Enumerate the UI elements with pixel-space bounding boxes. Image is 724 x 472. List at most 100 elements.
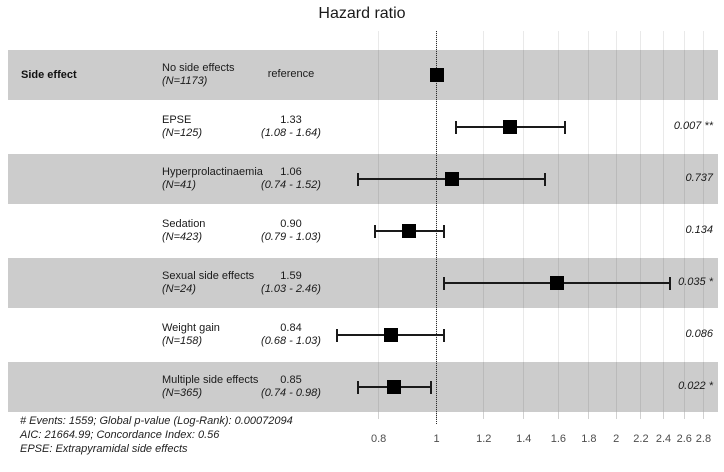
x-gridline bbox=[640, 31, 642, 412]
ci-cap-low bbox=[374, 224, 377, 238]
row-pvalue: 0.022 * bbox=[678, 380, 713, 392]
row-estimate: 1.06 (0.74 - 1.52) bbox=[226, 166, 356, 192]
x-axis-tick-label: 2.4 bbox=[655, 433, 672, 445]
ci-cap-high bbox=[668, 276, 671, 290]
row-estimate: 1.59 (1.03 - 2.46) bbox=[226, 270, 356, 296]
hazard-ratio-marker bbox=[387, 380, 402, 394]
footer-line-aic: AIC: 21664.99; Concordance Index: 0.56 bbox=[20, 429, 220, 441]
ci-cap-low bbox=[455, 120, 458, 134]
row-pvalue: 0.086 bbox=[685, 328, 713, 340]
ci-cap-high bbox=[443, 224, 446, 238]
x-axis-tick-label: 0.8 bbox=[370, 433, 387, 445]
ci-cap-high bbox=[563, 120, 566, 134]
row-stripe bbox=[8, 50, 718, 100]
row-label-n: (N=365) bbox=[162, 387, 203, 399]
row-label-n: (N=41) bbox=[162, 179, 196, 191]
row-estimate: 0.85 (0.74 - 0.98) bbox=[226, 374, 356, 400]
row-estimate-ci: (0.74 - 1.52) bbox=[261, 179, 321, 191]
row-pvalue: 0.007 ** bbox=[673, 120, 713, 132]
row-estimate: reference bbox=[267, 68, 315, 80]
x-axis-tick-label: 1.4 bbox=[516, 433, 532, 445]
row-label-name: Sexual side effects bbox=[162, 270, 255, 282]
hazard-ratio-marker bbox=[429, 68, 444, 82]
hazard-ratio-marker bbox=[503, 120, 518, 134]
ci-cap-high bbox=[544, 172, 547, 186]
row-estimate-value: 1.59 bbox=[280, 270, 302, 282]
row-pvalue: 0.134 bbox=[685, 224, 713, 236]
ci-cap-high bbox=[443, 328, 446, 342]
row-label: EPSE (N=125) bbox=[162, 114, 202, 140]
chart-title: Hazard ratio bbox=[318, 5, 406, 22]
row-pvalue: 0.737 bbox=[685, 172, 713, 184]
row-estimate-value: 0.90 bbox=[280, 218, 302, 230]
row-label: Sexual side effects (N=24) bbox=[162, 270, 254, 296]
row-label: Multiple side effects (N=365) bbox=[162, 374, 258, 400]
x-axis-tick-label: 2.2 bbox=[633, 433, 649, 445]
x-axis-tick bbox=[378, 412, 380, 419]
ci-cap-high bbox=[430, 380, 433, 394]
hazard-ratio-marker bbox=[549, 276, 564, 290]
x-axis-tick bbox=[588, 412, 590, 419]
row-label-n: (N=125) bbox=[162, 127, 203, 139]
x-axis-tick bbox=[557, 412, 559, 419]
row-label-name: Multiple side effects bbox=[162, 374, 259, 386]
row-label: Hyperprolactinaemia (N=41) bbox=[162, 166, 263, 192]
x-axis-tick-label: 2 bbox=[613, 433, 620, 445]
ci-cap-low bbox=[357, 380, 360, 394]
footer-line-epse: EPSE: Extrapyramidal side effects bbox=[20, 443, 188, 455]
row-label-name: EPSE bbox=[162, 114, 192, 126]
x-axis-tick bbox=[523, 412, 525, 419]
row-estimate-value: 0.84 bbox=[280, 322, 302, 334]
row-estimate: 1.33 (1.08 - 1.64) bbox=[226, 114, 356, 140]
x-axis-tick-label: 1 bbox=[433, 433, 440, 445]
x-gridline bbox=[483, 31, 485, 412]
row-label: Sedation (N=423) bbox=[162, 218, 205, 244]
row-estimate-ci: (0.68 - 1.03) bbox=[261, 335, 321, 347]
row-estimate-value: 0.85 bbox=[280, 374, 302, 386]
row-estimate: 0.90 (0.79 - 1.03) bbox=[226, 218, 356, 244]
x-axis-tick-label: 2.6 bbox=[676, 433, 692, 445]
x-gridline bbox=[702, 31, 704, 412]
row-label-n: (N=1173) bbox=[162, 75, 208, 87]
x-gridline bbox=[378, 31, 380, 412]
row-pvalue: 0.035 * bbox=[678, 276, 713, 288]
footer-line-events: # Events: 1559; Global p-value (Log-Rank… bbox=[20, 415, 293, 427]
hazard-ratio-marker bbox=[402, 224, 417, 238]
row-estimate-value: 1.33 bbox=[280, 114, 302, 126]
x-axis-tick bbox=[662, 412, 664, 419]
x-axis-tick bbox=[683, 412, 685, 419]
row-label: No side effects (N=1173) bbox=[162, 62, 235, 88]
hazard-ratio-marker bbox=[384, 328, 399, 342]
hazard-ratio-marker bbox=[444, 172, 459, 186]
column-header-side-effect: Side effect bbox=[21, 69, 77, 81]
x-gridline bbox=[557, 31, 559, 412]
x-axis-tick-label: 1.6 bbox=[550, 433, 566, 445]
row-label-name: No side effects bbox=[162, 62, 235, 74]
x-axis-tick bbox=[640, 412, 642, 419]
row-label-name: Sedation bbox=[162, 218, 206, 230]
row-estimate-ci: (0.79 - 1.03) bbox=[261, 231, 321, 243]
x-axis-tick-label: 1.2 bbox=[476, 433, 492, 445]
x-axis-tick bbox=[615, 412, 617, 419]
x-gridline bbox=[615, 31, 617, 412]
x-gridline bbox=[523, 31, 525, 412]
row-estimate-ci: (1.03 - 2.46) bbox=[261, 283, 321, 295]
x-gridline bbox=[662, 31, 664, 412]
ci-cap-low bbox=[443, 276, 446, 290]
row-estimate-ci: (0.74 - 0.98) bbox=[261, 387, 321, 399]
row-label-n: (N=423) bbox=[162, 231, 203, 243]
x-axis-tick-label: 1.8 bbox=[581, 433, 597, 445]
x-axis-tick bbox=[483, 412, 485, 419]
x-gridline bbox=[683, 31, 685, 412]
ci-cap-low bbox=[357, 172, 360, 186]
row-estimate-value: 1.06 bbox=[280, 166, 302, 178]
row-label-name: Weight gain bbox=[162, 322, 220, 334]
row-estimate: 0.84 (0.68 - 1.03) bbox=[226, 322, 356, 348]
x-axis-tick-label: 2.8 bbox=[695, 433, 712, 445]
x-axis-tick bbox=[702, 412, 704, 419]
ci-cap-low bbox=[335, 328, 338, 342]
row-label-n: (N=158) bbox=[162, 335, 203, 347]
reference-line bbox=[436, 31, 437, 424]
footer-notes: # Events: 1559; Global p-value (Log-Rank… bbox=[20, 414, 293, 456]
